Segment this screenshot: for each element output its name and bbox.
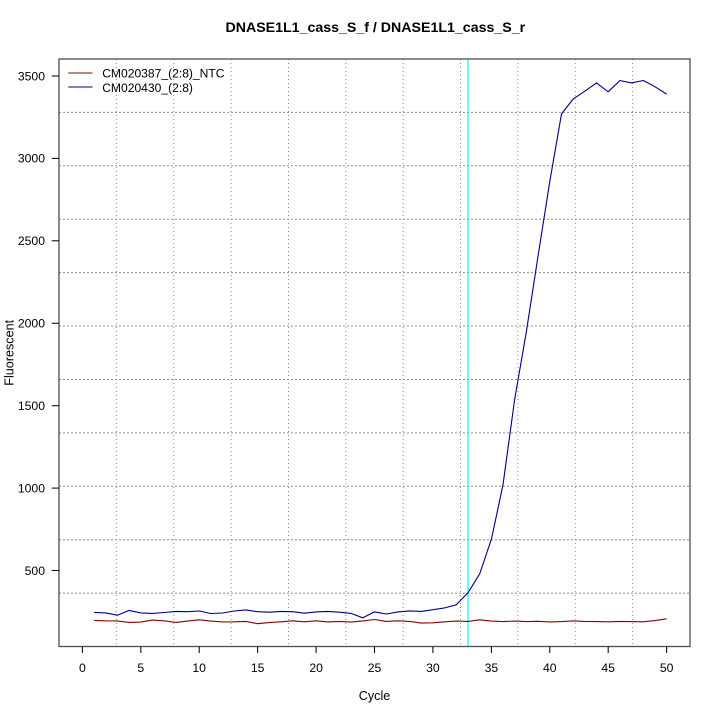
svg-text:15: 15	[251, 661, 265, 675]
svg-text:1000: 1000	[18, 481, 45, 495]
svg-text:Fluorescent: Fluorescent	[3, 319, 17, 385]
svg-text:3000: 3000	[18, 152, 45, 166]
svg-text:3500: 3500	[18, 69, 45, 83]
svg-text:0: 0	[79, 661, 86, 675]
svg-text:1500: 1500	[18, 399, 45, 413]
svg-text:CM020387_(2:8)_NTC: CM020387_(2:8)_NTC	[102, 67, 225, 81]
svg-text:2500: 2500	[18, 234, 45, 248]
svg-text:50: 50	[660, 661, 674, 675]
svg-text:DNASE1L1_cass_S_f / DNASE1L1_c: DNASE1L1_cass_S_f / DNASE1L1_cass_S_r	[225, 20, 525, 36]
svg-text:35: 35	[485, 661, 499, 675]
svg-text:45: 45	[601, 661, 615, 675]
svg-text:2000: 2000	[18, 317, 45, 331]
svg-text:20: 20	[309, 661, 323, 675]
svg-text:Cycle: Cycle	[359, 689, 391, 703]
svg-text:40: 40	[543, 661, 557, 675]
svg-text:10: 10	[192, 661, 206, 675]
svg-text:CM020430_(2:8): CM020430_(2:8)	[102, 81, 193, 95]
svg-text:5: 5	[137, 661, 144, 675]
svg-text:25: 25	[368, 661, 382, 675]
svg-text:500: 500	[25, 564, 46, 578]
svg-text:30: 30	[426, 661, 440, 675]
